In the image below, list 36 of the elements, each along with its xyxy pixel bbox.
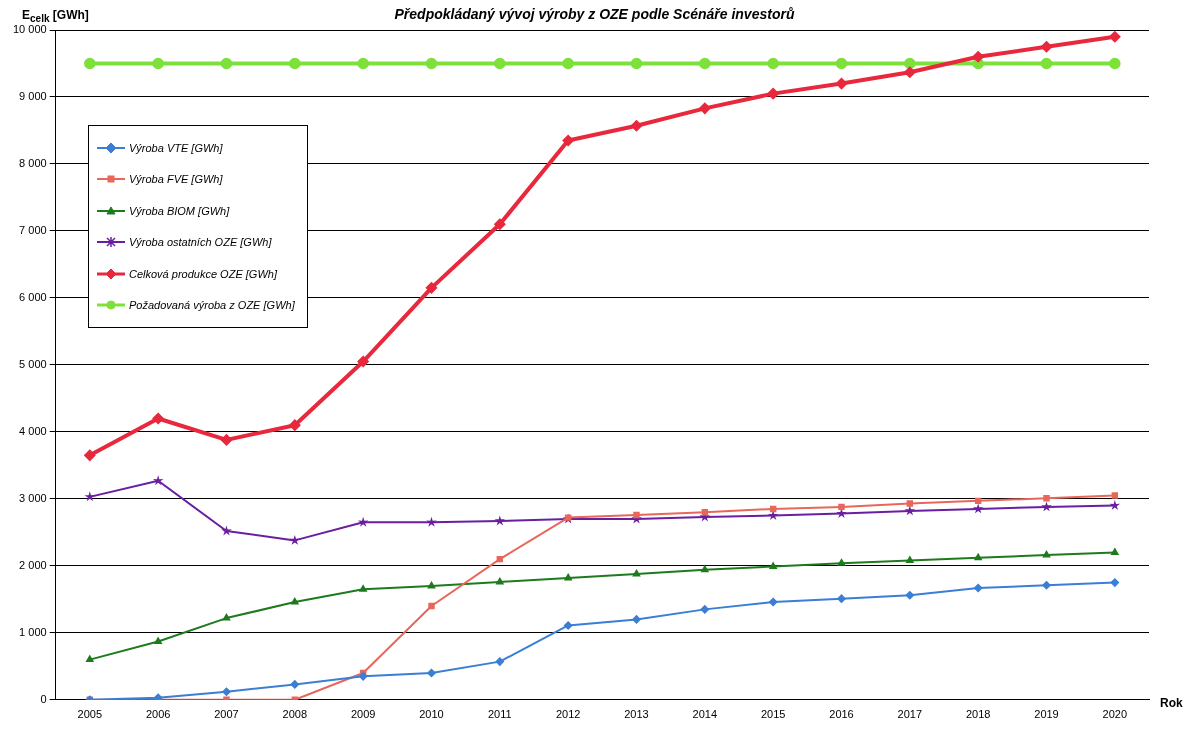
x-tick-label: 2009 [350,708,376,721]
y-tick-label: 10 000 [12,23,47,36]
x-tick-label: 2019 [1034,708,1059,721]
legend-label: Výroba VTE [GWh] [129,141,223,154]
y-tick-label: 9 000 [19,90,47,103]
y-tick-label: 4 000 [19,424,47,437]
legend-label: Celková produkce OZE [GWh] [129,267,277,280]
x-tick-label: 2015 [760,708,786,721]
y-tick-label: 5 000 [19,357,47,370]
x-tick-label: 2020 [1102,708,1128,721]
x-tick-label: 2016 [829,708,854,721]
y-tick-label: 3 000 [19,491,47,504]
y-axis-title: E$_{celk}$ [GWh] [22,8,89,25]
y-tick-label: 0 [40,692,47,705]
y-tick-label: 8 000 [19,156,47,169]
legend-label: Výroba ostatních OZE [GWh] [129,236,272,249]
x-tick-label: 2007 [214,708,239,721]
x-tick-label: 2005 [77,708,103,721]
legend-label: Výroba FVE [GWh] [129,173,223,186]
x-tick-label: 2010 [419,708,444,721]
x-tick-label: 2017 [897,708,923,721]
x-tick-label: 2008 [282,708,308,721]
y-tick-label: 6 000 [19,290,47,303]
y-tick-label: 2 000 [19,558,47,571]
x-tick-label: 2018 [965,708,991,721]
legend-label: Výroba BIOM [GWh] [129,204,230,217]
y-tick-label: 1 000 [19,625,47,638]
legend-label: Požadovaná výroba z OZE [GWh] [129,299,295,312]
x-tick-label: 2014 [692,708,718,721]
x-tick-label: 2012 [555,708,581,721]
x-tick-label: 2006 [145,708,171,721]
y-tick-label: 7 000 [19,223,47,236]
x-axis-title: Rok [1160,696,1183,710]
x-tick-label: 2011 [487,708,512,721]
x-tick-label: 2013 [624,708,649,721]
chart-title: Předpokládaný vývoj výroby z OZE podle Scénáře investorů [394,6,795,22]
